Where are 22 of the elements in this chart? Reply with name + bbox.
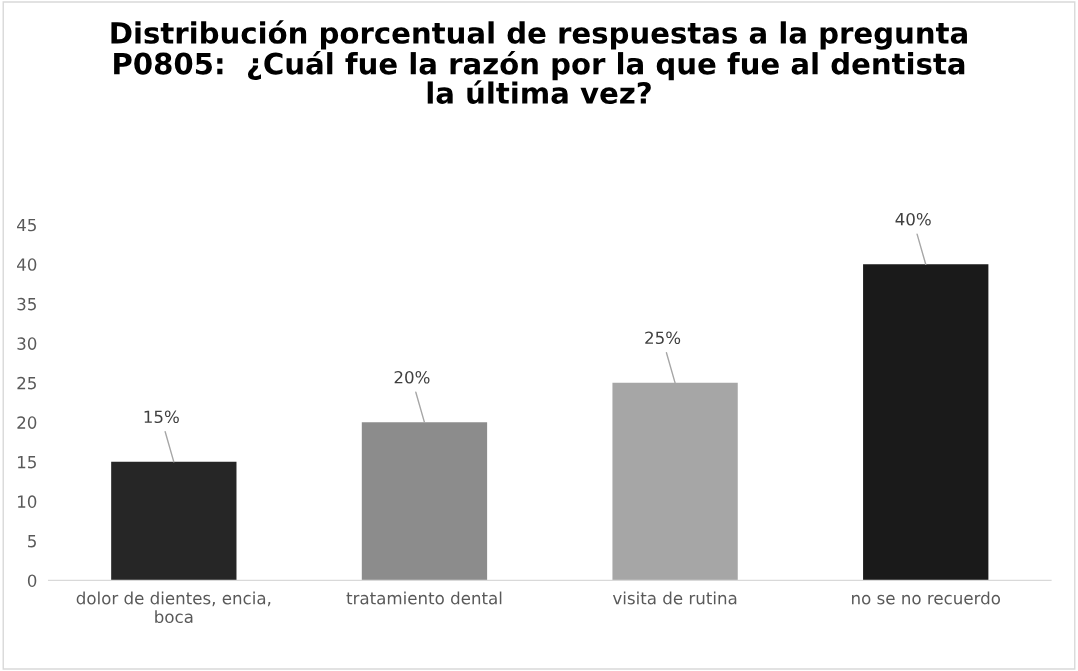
data-label: 25%	[645, 331, 681, 345]
data-label: 15%	[144, 410, 179, 424]
y-tick-label: 20	[17, 416, 37, 429]
x-tick-label: tratamiento dental	[346, 591, 502, 605]
y-tick-label: 40	[17, 258, 37, 271]
y-tick-label: 10	[18, 495, 37, 508]
data-label: 40%	[895, 212, 931, 226]
y-tick-label: 25	[17, 376, 36, 390]
x-tick-label: dolor de dientes, encia, boca	[76, 591, 271, 624]
bar	[111, 461, 237, 581]
x-tick-label: no se no recuerdo	[852, 591, 1001, 605]
chart-title: Distribución porcentual de respuestas a la pregunta P0805: ¿Cuál fue la razón por la que fue al dentista la última vez?	[111, 20, 967, 104]
y-tick-label: 30	[17, 337, 37, 350]
y-tick-label: 15	[18, 456, 36, 469]
data-label: 20%	[394, 370, 430, 384]
y-tick-label: 45	[17, 218, 36, 232]
bar	[863, 264, 989, 581]
y-tick-label: 35	[17, 297, 36, 311]
bar	[361, 422, 488, 581]
y-tick-label: 5	[28, 535, 36, 548]
y-tick-label: 0	[27, 574, 37, 587]
x-tick-label: visita de rutina	[612, 591, 737, 605]
